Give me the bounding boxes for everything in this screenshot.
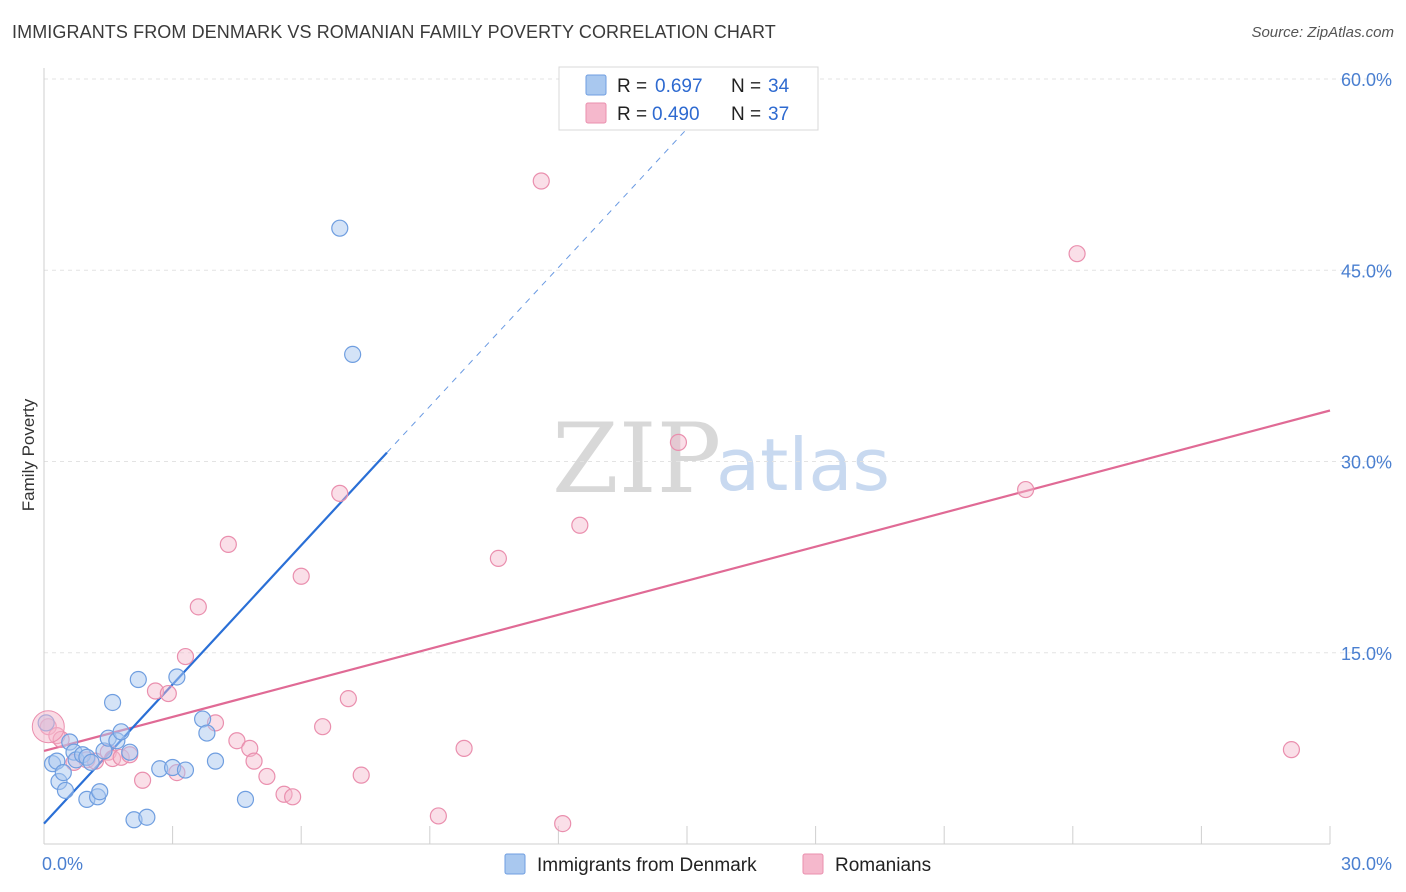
source-credit: Source: ZipAtlas.com	[1251, 24, 1394, 41]
stats-legend: R = 0.697 N = 34 R = 0.490 N = 37	[558, 66, 819, 131]
x-tick-label-min: 0.0%	[42, 854, 83, 874]
point-romanians-27	[339, 690, 357, 708]
series-legend-label-romanians: Romanians	[835, 855, 931, 876]
point-romanians-35	[669, 433, 688, 451]
point-romanians-33	[554, 814, 572, 833]
point-romanians-15	[189, 598, 207, 616]
point-romanians-20	[245, 752, 263, 770]
point-romanians-31	[489, 549, 507, 568]
legend-r-value-2: 0.490	[652, 104, 700, 125]
point-romanians-12	[159, 684, 177, 703]
point-romanians-28	[352, 766, 370, 784]
watermark-zip: ZIP	[552, 403, 721, 515]
point-romanians-26	[331, 484, 349, 502]
series-legend-label-denmark: Immigrants from Denmark	[537, 855, 757, 876]
x-tick-label-max: 30.0%	[1341, 854, 1392, 874]
point-romanians-32	[532, 172, 550, 190]
grid-lines	[44, 78, 1390, 654]
legend-n-value-2: 37	[768, 104, 789, 125]
point-denmark-17	[103, 693, 122, 712]
point-denmark-33	[344, 345, 362, 363]
legend-r-label-1: R =	[617, 76, 647, 97]
point-romanians-24	[292, 567, 310, 585]
trend-line-denmark-extension	[386, 128, 688, 453]
trend-line-romanians	[43, 409, 1331, 752]
point-romanians-23	[284, 788, 302, 806]
point-romanians-30	[455, 739, 473, 757]
data-points	[31, 172, 1301, 833]
point-denmark-19	[112, 723, 130, 741]
legend-r-label-2: R =	[617, 104, 647, 125]
tick-labels: 15.0% 30.0% 45.0% 60.0% 0.0% 30.0%	[42, 70, 1392, 874]
point-denmark-4	[54, 763, 72, 782]
legend-n-label-1: N =	[731, 76, 761, 97]
point-denmark-14	[91, 783, 109, 801]
point-denmark-26	[168, 668, 186, 686]
point-romanians-18	[228, 732, 246, 750]
point-denmark-23	[138, 808, 156, 826]
series-legend-swatch-romanians	[802, 853, 824, 875]
y-axis-label: Family Poverty	[19, 398, 38, 511]
watermark-atlas: atlas	[716, 423, 890, 507]
trend-lines	[43, 128, 1331, 825]
series-legend-swatch-denmark	[504, 853, 526, 875]
point-denmark-31	[236, 790, 255, 808]
point-romanians-19	[241, 739, 259, 757]
y-tick-label-30: 30.0%	[1341, 453, 1392, 473]
point-denmark-5	[56, 781, 75, 800]
legend-r-value-1: 0.697	[655, 76, 703, 97]
point-romanians-11	[146, 682, 165, 700]
legend-n-label-2: N =	[731, 104, 761, 125]
legend-swatch-pink	[585, 102, 607, 124]
point-romanians-10	[133, 771, 152, 789]
point-romanians-21	[258, 767, 276, 786]
point-romanians-29	[429, 807, 447, 825]
point-romanians-17	[219, 535, 237, 553]
point-denmark-32	[331, 219, 349, 237]
point-cluster-origin	[31, 710, 65, 744]
point-romanians-36	[1017, 480, 1035, 499]
point-romanians-37	[1068, 245, 1086, 263]
point-romanians-34	[571, 516, 589, 534]
legend-n-value-1: 34	[768, 76, 790, 97]
y-tick-label-45: 45.0%	[1341, 261, 1392, 281]
point-romanians-25	[314, 718, 332, 736]
point-denmark-22	[129, 670, 147, 689]
point-denmark-29	[198, 724, 216, 742]
legend-swatch-blue	[585, 74, 607, 96]
point-denmark-20	[121, 743, 139, 761]
trend-line-denmark	[43, 451, 388, 825]
point-romanians-14	[176, 647, 195, 666]
series-legend: Immigrants from Denmark Romanians	[504, 853, 931, 876]
chart-title: IMMIGRANTS FROM DENMARK VS ROMANIAN FAMI…	[12, 22, 776, 42]
point-denmark-11	[82, 753, 100, 772]
point-denmark-30	[206, 752, 225, 770]
y-tick-label-15: 15.0%	[1341, 644, 1392, 664]
point-denmark-27	[176, 761, 195, 779]
y-tick-label-60: 60.0%	[1341, 70, 1392, 90]
point-romanians-38	[1282, 741, 1301, 759]
